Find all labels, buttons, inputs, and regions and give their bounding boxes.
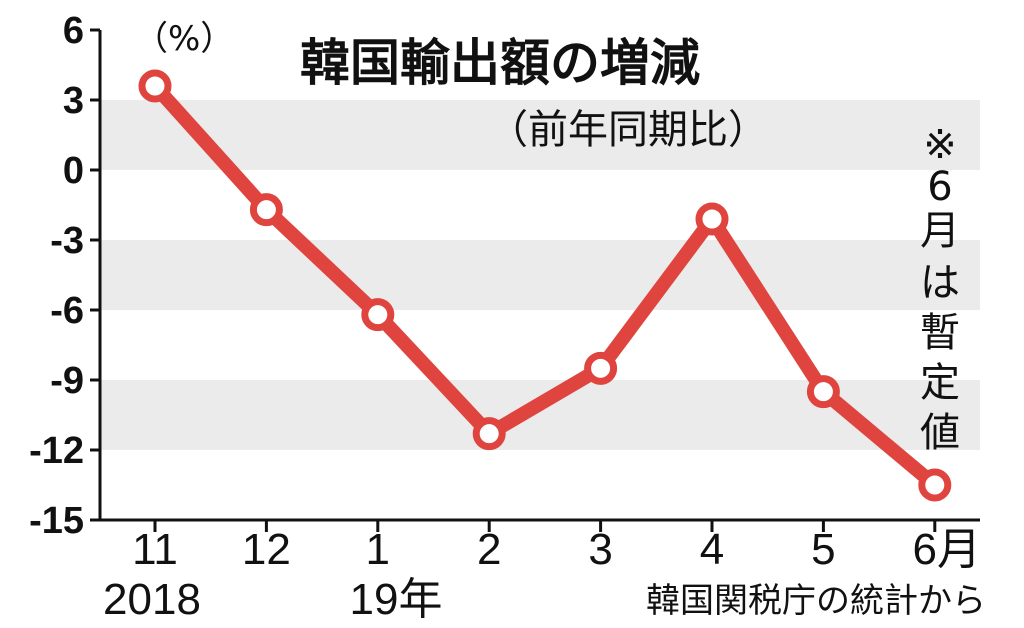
x-tick-label: 4	[700, 525, 724, 574]
grid-band	[100, 100, 980, 170]
note-char: ※	[923, 122, 957, 168]
y-tick-label: 0	[63, 150, 84, 192]
x-tick-label: 5	[811, 525, 835, 574]
data-point	[584, 351, 618, 385]
x-tick-label: 11	[132, 525, 178, 574]
year-label-2018: 2018	[103, 575, 201, 624]
x-tick-label: 12	[242, 525, 291, 574]
data-point	[249, 193, 283, 227]
provisional-note: ※ 6 月 は 暫 定 値	[920, 122, 960, 456]
x-tick-label: 1	[366, 525, 390, 574]
year-label-19: 19年	[350, 575, 443, 624]
y-tick-label: -12	[29, 430, 84, 472]
y-axis-ticks: 6 3 0 -3 -6 -9 -12 -15	[29, 10, 100, 542]
y-tick-label: 6	[63, 10, 84, 52]
data-point	[138, 69, 172, 103]
source-note: 韓国関税庁の統計から	[646, 581, 986, 621]
x-axis-ticks: 11 12 1 2 3 4 5 6月	[132, 520, 981, 574]
series-line	[138, 69, 952, 502]
data-point	[918, 468, 952, 502]
data-point	[695, 202, 729, 236]
note-char: 6	[927, 164, 952, 210]
grid-band	[100, 240, 980, 310]
x-tick-label: 3	[588, 525, 612, 574]
y-tick-label: -3	[50, 220, 84, 262]
x-tick-label: 6月	[913, 525, 981, 574]
unit-label: （%）	[134, 19, 234, 59]
y-tick-label: -15	[29, 500, 84, 542]
y-tick-label: -9	[50, 360, 84, 402]
note-char: 暫	[920, 310, 960, 356]
note-char: 定	[920, 360, 960, 406]
chart-subtitle: （前年同期比）	[488, 107, 768, 153]
axes	[98, 30, 980, 522]
chart-title: 韓国輸出額の増減	[300, 34, 700, 92]
y-tick-label: -6	[50, 290, 84, 332]
grid-bands	[100, 100, 980, 450]
note-char: は	[920, 260, 960, 306]
data-point	[806, 375, 840, 409]
x-tick-label: 2	[477, 525, 501, 574]
note-char: 月	[920, 208, 960, 254]
note-char: 値	[920, 410, 960, 456]
series-path	[148, 79, 942, 492]
data-point	[472, 417, 506, 451]
y-tick-label: 3	[63, 80, 84, 122]
data-point	[361, 298, 395, 332]
